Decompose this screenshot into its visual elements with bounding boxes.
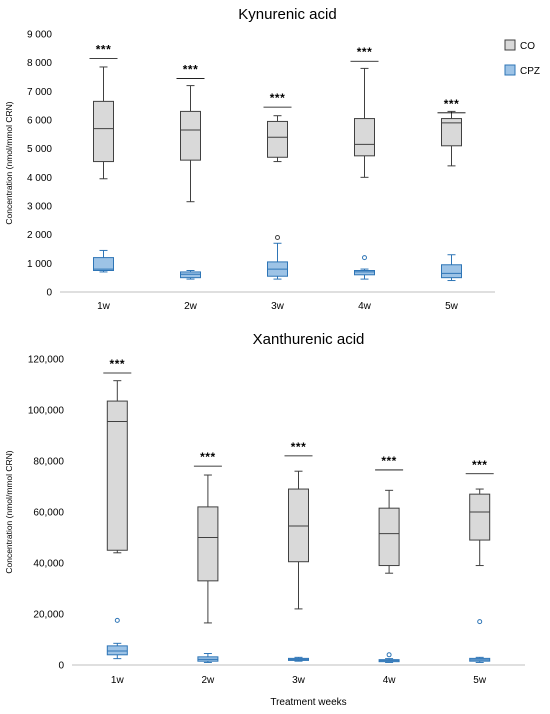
chart-title-1: Xanthurenic acid — [253, 331, 365, 348]
x-tick-label-1-1: 2w — [202, 675, 216, 686]
outlier-0-0-2-0 — [275, 235, 280, 241]
y-tick-label-0-8: 8 000 — [27, 58, 52, 69]
y-tick-label-1-1: 20,000 — [33, 610, 64, 621]
box-1-1-0 — [106, 645, 128, 656]
x-tick-label-1-0: 1w — [111, 675, 125, 686]
significance-label-0-3: *** — [357, 45, 373, 59]
significance-label-1-0: *** — [110, 357, 126, 371]
y-tick-label-1-0: 0 — [58, 661, 64, 672]
box-0-1-1 — [180, 271, 201, 279]
y-tick-label-1-2: 40,000 — [33, 559, 64, 570]
box-1-0-0 — [106, 400, 128, 551]
box-0-0-0 — [93, 100, 114, 163]
y-tick-label-0-7: 7 000 — [27, 87, 52, 98]
box-1-0-4 — [469, 493, 491, 541]
significance-label-0-0: *** — [96, 42, 112, 56]
y-tick-label-0-5: 5 000 — [27, 144, 52, 155]
box-0-1-0 — [93, 257, 114, 272]
x-tick-label-1-4: 5w — [473, 675, 487, 686]
y-tick-label-0-0: 0 — [46, 288, 52, 299]
y-tick-label-0-2: 2 000 — [27, 230, 52, 241]
box-1-0-1 — [197, 506, 219, 582]
y-axis-label-0: Concentration (nmol/mmol CRN) — [4, 101, 14, 224]
y-tick-label-1-6: 120,000 — [28, 355, 65, 366]
x-tick-label-0-0: 1w — [97, 301, 111, 312]
x-tick-label-0-1: 2w — [184, 301, 198, 312]
y-tick-label-1-5: 100,000 — [28, 406, 65, 417]
x-tick-label-1-2: 3w — [292, 675, 306, 686]
box-0-0-3 — [354, 118, 375, 157]
outlier-1-1-3-0 — [386, 652, 392, 658]
x-tick-label-0-3: 4w — [358, 301, 372, 312]
y-tick-label-1-3: 60,000 — [33, 508, 64, 519]
significance-label-1-3: *** — [381, 454, 397, 468]
outlier-1-1-4-0 — [477, 619, 483, 625]
significance-label-0-2: *** — [270, 91, 286, 105]
significance-label-0-4: *** — [444, 97, 460, 111]
box-0-0-2 — [267, 120, 288, 158]
x-axis-label-1: Treatment weeks — [270, 697, 346, 708]
significance-label-1-4: *** — [472, 458, 488, 472]
significance-label-0-1: *** — [183, 62, 199, 76]
outlier-0-1-3-0 — [362, 255, 367, 261]
box-0-1-3 — [354, 270, 375, 276]
x-tick-label-0-4: 5w — [445, 301, 459, 312]
legend-swatch-cpz — [504, 64, 516, 76]
box-0-0-4 — [441, 118, 462, 147]
y-tick-label-0-9: 9 000 — [27, 30, 52, 41]
y-tick-label-0-4: 4 000 — [27, 173, 52, 184]
significance-label-1-2: *** — [291, 440, 307, 454]
y-tick-label-0-3: 3 000 — [27, 202, 52, 213]
y-tick-label-0-1: 1 000 — [27, 259, 52, 270]
x-tick-label-0-2: 3w — [271, 301, 285, 312]
legend-label-co: CO — [520, 41, 535, 52]
x-tick-label-1-3: 4w — [383, 675, 397, 686]
legend-label-cpz: CPZ — [520, 66, 540, 77]
y-tick-label-0-6: 6 000 — [27, 116, 52, 127]
box-0-0-1 — [180, 110, 201, 161]
y-axis-label-1: Concentration (nmol/mmol CRN) — [4, 450, 14, 573]
box-1-0-2 — [288, 488, 309, 563]
outlier-1-1-0-0 — [114, 617, 120, 623]
box-0-1-4 — [441, 264, 462, 279]
legend-swatch-co — [504, 39, 516, 51]
box-1-0-3 — [378, 507, 400, 567]
y-tick-label-1-4: 80,000 — [33, 457, 64, 468]
significance-label-1-1: *** — [200, 450, 216, 464]
chart-title-0: Kynurenic acid — [238, 6, 336, 23]
